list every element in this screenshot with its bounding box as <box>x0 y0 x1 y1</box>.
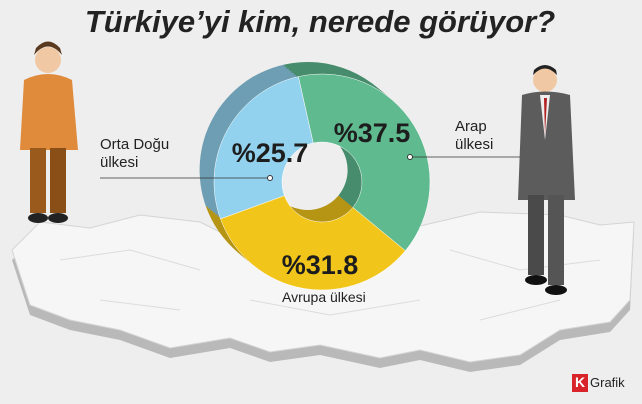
logo-text: Grafik <box>590 375 625 390</box>
category-label: Arap ülkesi <box>455 118 494 153</box>
segment <box>220 195 406 291</box>
chart-title: Türkiye’yi kim, nerede görüyor? <box>85 4 555 39</box>
leader-dot <box>267 175 273 181</box>
category-label: Orta Doğu ülkesi <box>100 136 170 171</box>
value-label: %25.7 <box>232 138 309 168</box>
map-borders <box>59 249 601 321</box>
value-label: %37.5 <box>334 118 411 148</box>
logo-mark: K <box>575 374 585 390</box>
value-label: %31.8 <box>282 250 359 280</box>
category-label: Avrupa ülkesi <box>282 289 366 305</box>
logo-box <box>572 374 588 392</box>
woman-figure <box>20 41 78 223</box>
leader-dot <box>407 154 413 160</box>
segment <box>298 73 431 252</box>
man-figure <box>518 65 575 295</box>
segment <box>213 76 314 220</box>
